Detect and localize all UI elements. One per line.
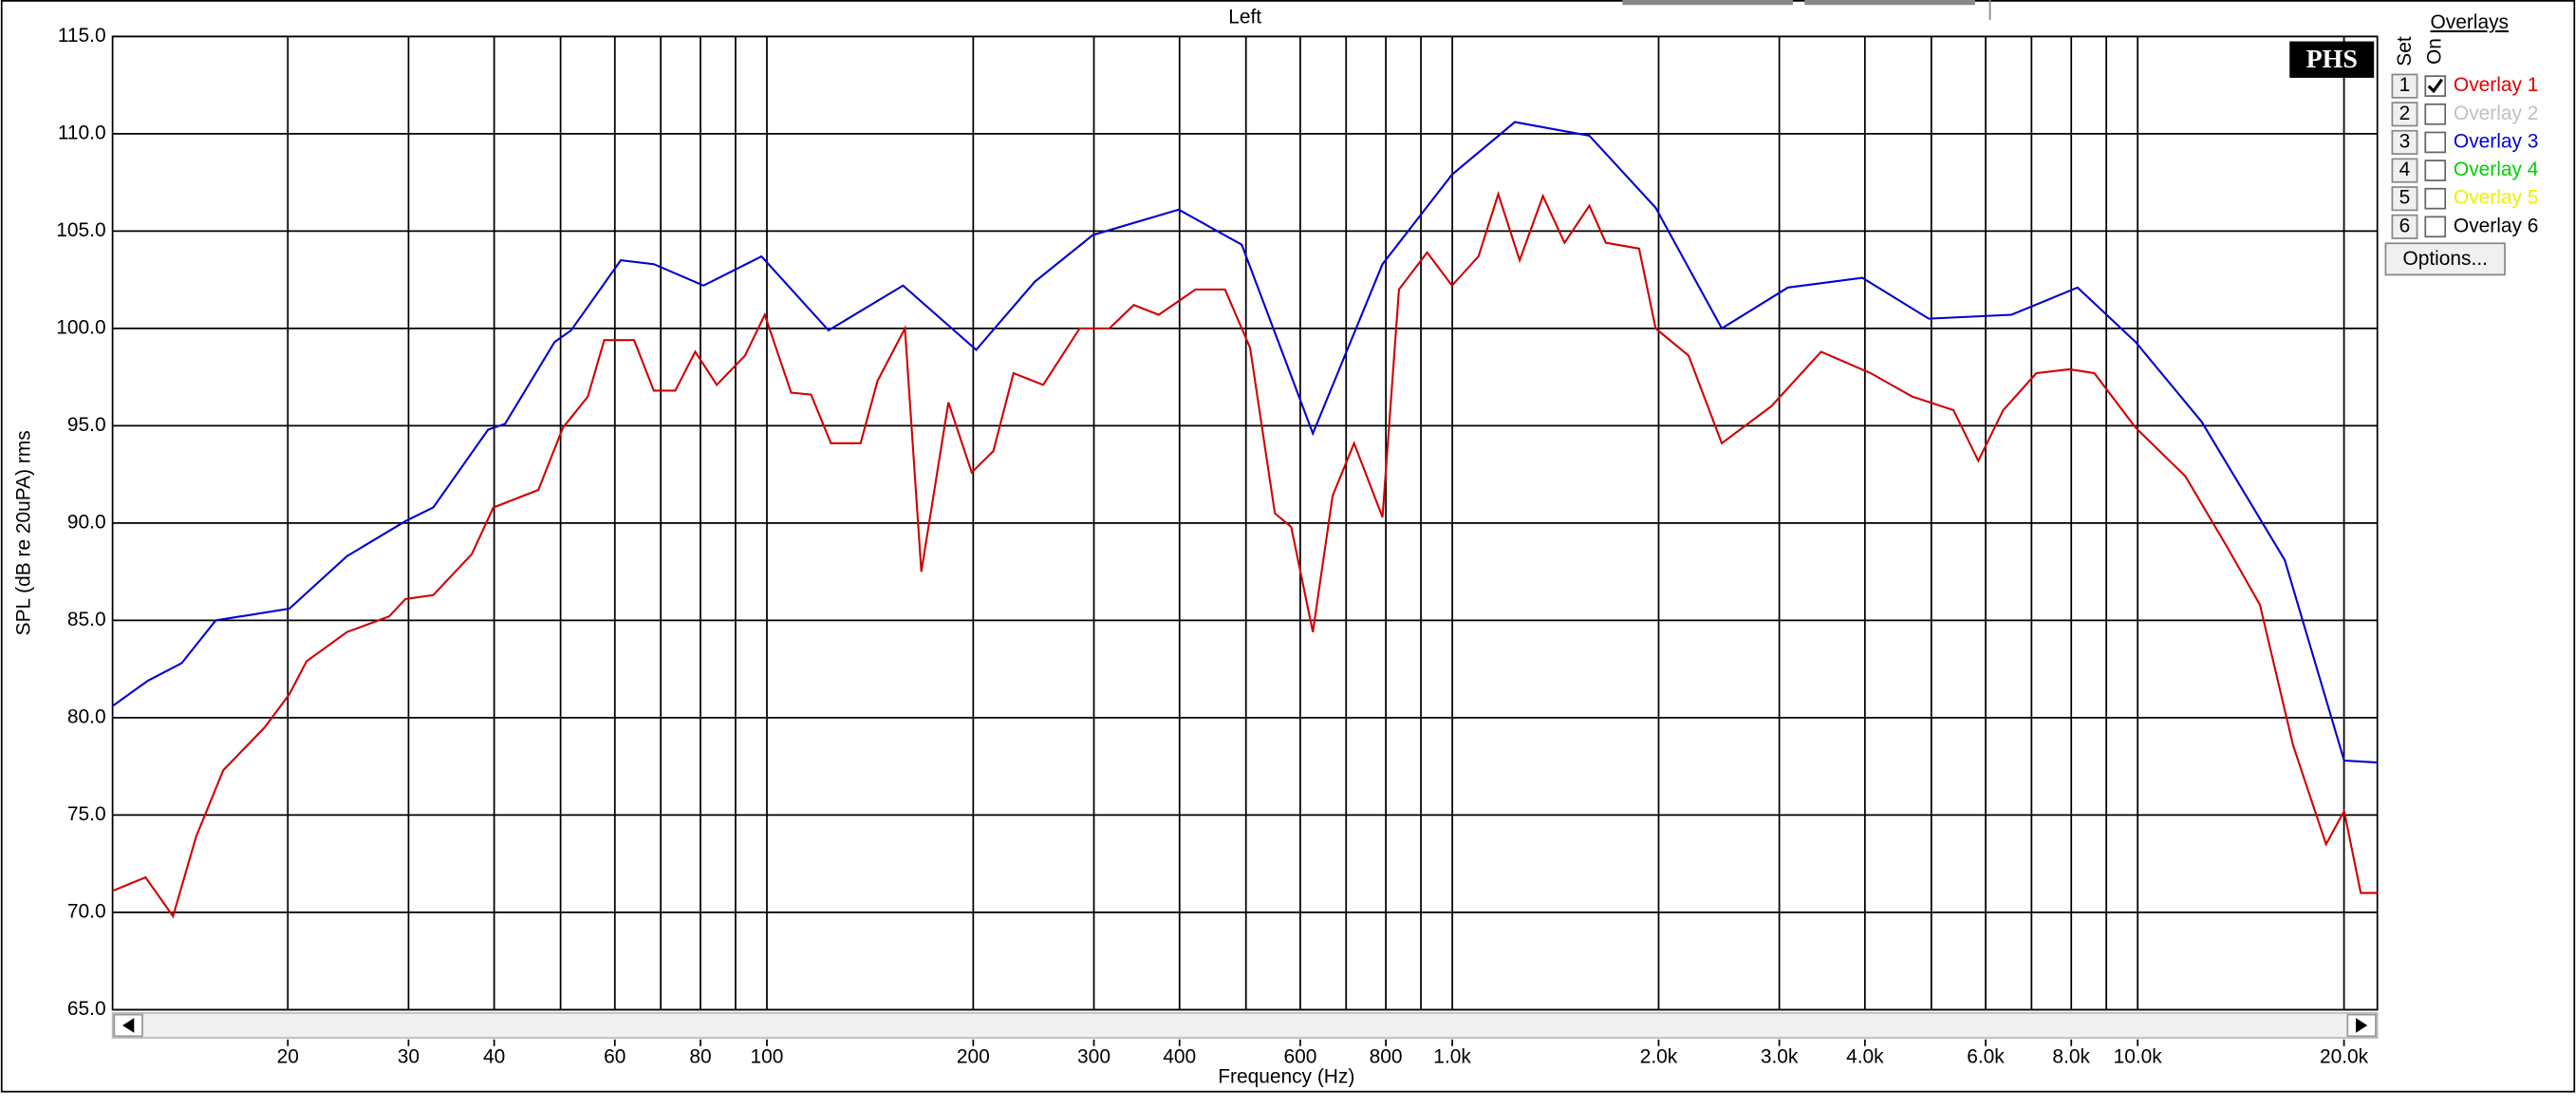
y-tick-label: 70.0 <box>67 900 106 922</box>
x-tick-label: 200 <box>957 1045 990 1067</box>
series-line <box>112 190 2378 919</box>
set-number[interactable]: 1 <box>2399 74 2411 96</box>
y-tick-label: 100.0 <box>56 316 105 338</box>
logo-box <box>2289 41 2375 78</box>
toolbar-tab <box>1622 0 1793 6</box>
x-tick-label: 4.0k <box>1846 1045 1884 1067</box>
y-tick-label: 85.0 <box>67 609 106 630</box>
y-tick-label: 90.0 <box>67 511 106 533</box>
y-tick-label: 110.0 <box>58 122 106 143</box>
x-tick-label: 100 <box>751 1045 784 1067</box>
x-tick-label: 40 <box>483 1045 505 1067</box>
overlay-checkbox[interactable] <box>2424 160 2447 181</box>
x-tick-label: 800 <box>1370 1045 1403 1067</box>
x-tick-label: 400 <box>1163 1045 1196 1067</box>
y-tick-label: 105.0 <box>56 219 105 241</box>
overlay-name[interactable]: Overlay 4 <box>2454 159 2539 180</box>
y-tick-label: 75.0 <box>67 803 106 825</box>
options-button[interactable] <box>2384 242 2506 276</box>
series-line <box>111 121 2378 764</box>
arrow-left <box>122 1018 135 1033</box>
overlay-checkbox[interactable] <box>2424 103 2447 125</box>
x-axis-label: Frequency (Hz) <box>1218 1065 1354 1087</box>
x-tick-label: 6.0k <box>1967 1045 2005 1067</box>
set-button[interactable] <box>2391 73 2418 99</box>
scrollbar[interactable] <box>111 1012 2379 1039</box>
x-tick-label: 80 <box>689 1045 711 1067</box>
x-tick-label: 60 <box>604 1045 625 1067</box>
set-button[interactable] <box>2391 102 2418 127</box>
overlay-checkbox[interactable] <box>2424 187 2447 210</box>
overlay-checkbox[interactable] <box>2424 75 2447 97</box>
set-button[interactable] <box>2391 186 2418 212</box>
on-header: On <box>2423 38 2445 65</box>
x-tick-label: 10.0k <box>2114 1045 2163 1067</box>
x-tick-label: 3.0k <box>1761 1045 1799 1067</box>
overlay-checkbox[interactable] <box>2424 131 2447 154</box>
grid <box>112 35 2378 1011</box>
curves <box>111 121 2378 919</box>
arrow-right <box>2356 1018 2368 1033</box>
overlay-name[interactable]: Overlay 1 <box>2454 74 2538 96</box>
y-tick-label: 80.0 <box>67 705 106 727</box>
set-number[interactable]: 2 <box>2399 103 2411 124</box>
x-tick-label: 20 <box>277 1045 299 1067</box>
overlays-title: Overlays <box>2431 11 2510 33</box>
set-number[interactable]: 3 <box>2399 130 2411 152</box>
x-tick-label: 300 <box>1077 1045 1111 1067</box>
x-tick-label: 20.0k <box>2320 1045 2369 1067</box>
y-axis-label: SPL (dB re 20uPA) rms <box>13 430 35 635</box>
set-button[interactable] <box>2391 129 2418 155</box>
toolbar-tab <box>1804 0 1975 6</box>
set-number[interactable]: 5 <box>2399 187 2411 209</box>
set-button[interactable] <box>2391 158 2418 183</box>
set-number[interactable]: 6 <box>2399 215 2411 236</box>
overlay-name[interactable]: Overlay 6 <box>2454 215 2538 236</box>
x-tick-label: 2.0k <box>1640 1045 1678 1067</box>
set-header: Set <box>2394 36 2416 66</box>
set-button[interactable] <box>2391 214 2418 239</box>
logo: PHS <box>2306 45 2358 74</box>
x-tick-label: 8.0k <box>2052 1045 2090 1067</box>
options-button-label[interactable]: Options... <box>2402 248 2488 270</box>
y-tick-label: 65.0 <box>67 998 106 1020</box>
chart-title: Left <box>1228 7 1261 28</box>
x-tick-label: 600 <box>1283 1045 1316 1067</box>
overlay-name[interactable]: Overlay 3 <box>2454 130 2538 152</box>
x-tick-label: 30 <box>398 1045 420 1067</box>
y-tick-label: 95.0 <box>67 414 106 436</box>
overlay-rows: 1 Overlay 1 2 Overlay 2 3 Overlay 3 4 Overlay 4… <box>2391 73 2539 239</box>
overlay-checkbox[interactable] <box>2424 216 2447 238</box>
checkmark <box>2427 78 2443 94</box>
set-number[interactable]: 4 <box>2399 159 2411 180</box>
x-tick-label: 1.0k <box>1433 1045 1471 1067</box>
y-tick-label: 115.0 <box>58 25 106 47</box>
overlay-name[interactable]: Overlay 5 <box>2454 187 2538 209</box>
overlay-name[interactable]: Overlay 2 <box>2454 103 2538 124</box>
